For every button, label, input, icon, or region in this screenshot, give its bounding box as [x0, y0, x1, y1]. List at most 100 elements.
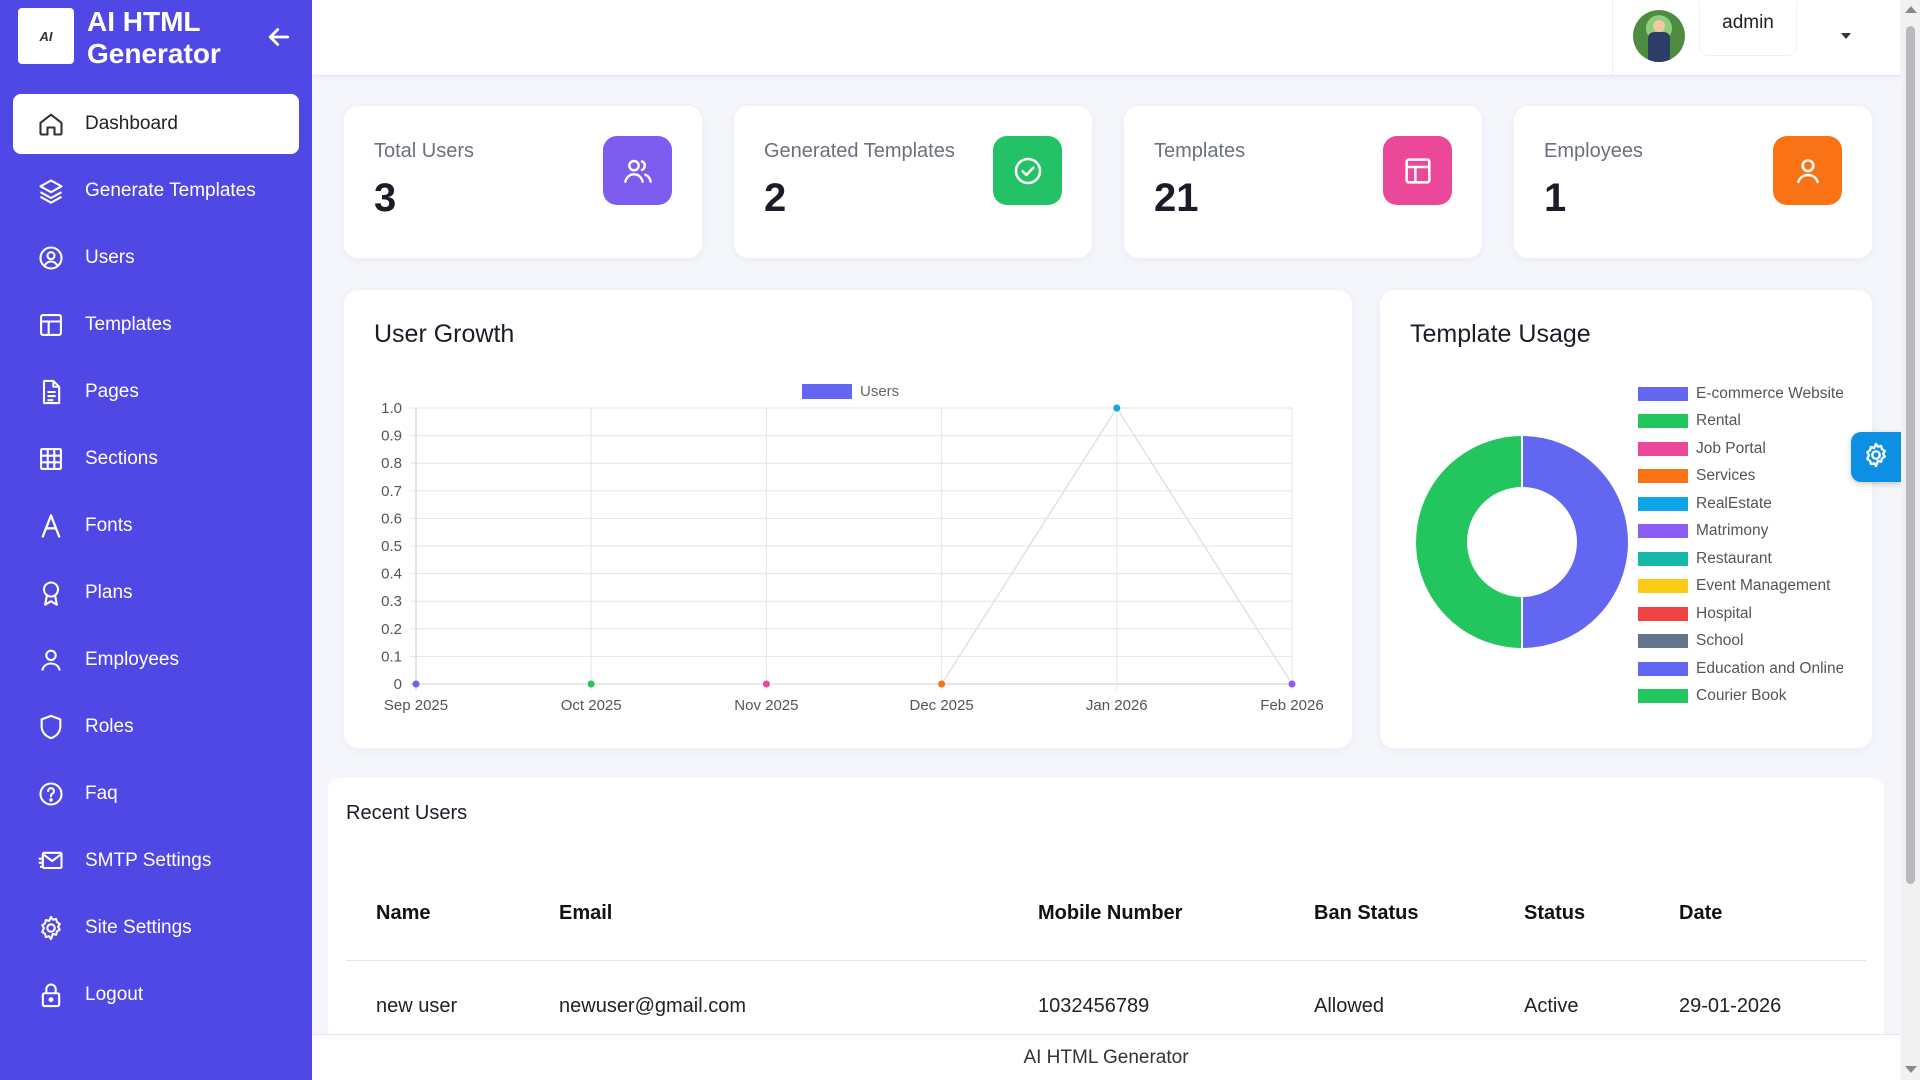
donut-slice [1414, 433, 1523, 651]
y-tick-label: 0.2 [381, 621, 402, 638]
column-header-ban-status: Ban Status [1284, 868, 1494, 961]
legend-label: Matrimony [1696, 522, 1769, 540]
font-letter-icon [37, 512, 65, 540]
layers-icon [37, 177, 65, 205]
user-circle-icon [37, 244, 65, 272]
stat-label: Generated Templates [764, 140, 955, 162]
y-tick-label: 0.5 [381, 538, 402, 555]
settings-fab-button[interactable] [1851, 432, 1901, 482]
y-tick-label: 0.9 [381, 428, 402, 445]
brand: AI AI HTML Generator [18, 6, 304, 69]
sidebar-item-label: Plans [85, 582, 133, 603]
username-button[interactable]: admin [1699, 2, 1797, 56]
table-header-row: Name Email Mobile Number Ban Status Stat… [346, 868, 1866, 961]
sidebar-item-label: Faq [85, 783, 118, 804]
shield-icon [37, 713, 65, 741]
legend-item[interactable]: Services [1638, 463, 1843, 491]
legend-item[interactable]: Education and Online [1638, 655, 1843, 683]
legend-swatch [1638, 606, 1688, 621]
legend-swatch [1638, 579, 1688, 594]
legend-swatch [1638, 661, 1688, 676]
chevron-down-icon[interactable] [1836, 28, 1856, 44]
legend-label: Job Portal [1696, 439, 1766, 457]
legend-label: School [1696, 632, 1744, 650]
sidebar-item-sections[interactable]: Sections [13, 429, 299, 489]
y-tick-label: 0.6 [381, 510, 402, 527]
brand-logo: AI [18, 8, 74, 64]
template-usage-card: Template Usage E-commerce Website Rental J… [1380, 290, 1872, 748]
layout-icon [1383, 136, 1452, 205]
footer: AI HTML Generator [312, 1034, 1900, 1080]
x-tick-label: Sep 2025 [384, 697, 448, 714]
legend-item[interactable]: Rental [1638, 408, 1843, 436]
scrollbar-thumb[interactable] [1906, 26, 1915, 884]
legend-item[interactable]: School [1638, 628, 1843, 656]
sidebar-item-employees[interactable]: Employees [13, 630, 299, 690]
legend-item[interactable]: Event Management [1638, 573, 1843, 601]
column-header-date: Date [1649, 868, 1866, 961]
lock-icon [37, 981, 65, 1009]
column-header-name: Name [346, 868, 529, 961]
data-point [412, 680, 420, 688]
layout-icon [37, 311, 65, 339]
legend-swatch [1638, 386, 1688, 401]
user-menu: admin [1612, 0, 1900, 75]
legend-item[interactable]: Matrimony [1638, 518, 1843, 546]
user-growth-title: User Growth [374, 320, 515, 348]
home-icon [37, 110, 65, 138]
collapse-sidebar-arrow-icon[interactable] [264, 22, 294, 52]
legend-swatch [1638, 689, 1688, 704]
scroll-up-arrow-icon[interactable] [1905, 6, 1917, 13]
sidebar-item-pages[interactable]: Pages [13, 362, 299, 422]
file-text-icon [37, 378, 65, 406]
stat-label: Total Users [374, 140, 475, 162]
data-point [1288, 680, 1296, 688]
legend-label: RealEstate [1696, 494, 1772, 512]
brand-logo-text: AI [39, 28, 53, 44]
legend-item[interactable]: Hospital [1638, 600, 1843, 628]
sidebar-item-smtp-settings[interactable]: SMTP Settings [13, 831, 299, 891]
user-icon [1773, 136, 1842, 205]
sidebar-item-logout[interactable]: Logout [13, 965, 299, 1025]
page-scrollbar[interactable] [1901, 0, 1920, 1080]
legend-item[interactable]: Job Portal [1638, 435, 1843, 463]
gear-icon [1862, 441, 1890, 474]
sidebar-item-label: Site Settings [85, 917, 192, 938]
scroll-down-arrow-icon[interactable] [1905, 1066, 1917, 1073]
template-usage-donut-chart [1414, 433, 1630, 651]
avatar[interactable] [1633, 10, 1685, 62]
sidebar-item-site-settings[interactable]: Site Settings [13, 898, 299, 958]
sidebar-item-users[interactable]: Users [13, 228, 299, 288]
x-tick-label: Dec 2025 [909, 697, 973, 714]
sidebar-item-templates[interactable]: Templates [13, 295, 299, 355]
data-point [938, 680, 946, 688]
x-tick-label: Oct 2025 [561, 697, 622, 714]
sidebar-item-label: Pages [85, 381, 139, 402]
sidebar-item-plans[interactable]: Plans [13, 563, 299, 623]
sidebar-item-label: Generate Templates [85, 180, 256, 201]
legend-swatch [802, 384, 852, 399]
legend-swatch [1638, 441, 1688, 456]
sidebar-item-label: Users [85, 247, 135, 268]
sidebar-item-roles[interactable]: Roles [13, 697, 299, 757]
sidebar-item-generate-templates[interactable]: Generate Templates [13, 161, 299, 221]
legend-item[interactable]: E-commerce Website [1638, 380, 1843, 408]
y-tick-label: 0.3 [381, 593, 402, 610]
y-tick-label: 0.8 [381, 455, 402, 472]
stat-label: Templates [1154, 140, 1246, 162]
top-header: admin [312, 0, 1900, 76]
y-tick-label: 0 [394, 676, 402, 693]
legend-label: Users [860, 383, 899, 400]
template-usage-title: Template Usage [1410, 320, 1591, 348]
legend-item[interactable]: Courier Book [1638, 683, 1843, 711]
legend-swatch [1638, 469, 1688, 484]
legend-item[interactable]: RealEstate [1638, 490, 1843, 518]
legend-item[interactable]: Restaurant [1638, 545, 1843, 573]
sidebar-item-dashboard[interactable]: Dashboard [13, 94, 299, 154]
grid-icon [37, 445, 65, 473]
stat-value: 3 [374, 176, 397, 220]
gear-icon [37, 914, 65, 942]
sidebar-item-fonts[interactable]: Fonts [13, 496, 299, 556]
sidebar-item-faq[interactable]: Faq [13, 764, 299, 824]
stat-card-generated-templates: Generated Templates 2 [734, 106, 1092, 258]
